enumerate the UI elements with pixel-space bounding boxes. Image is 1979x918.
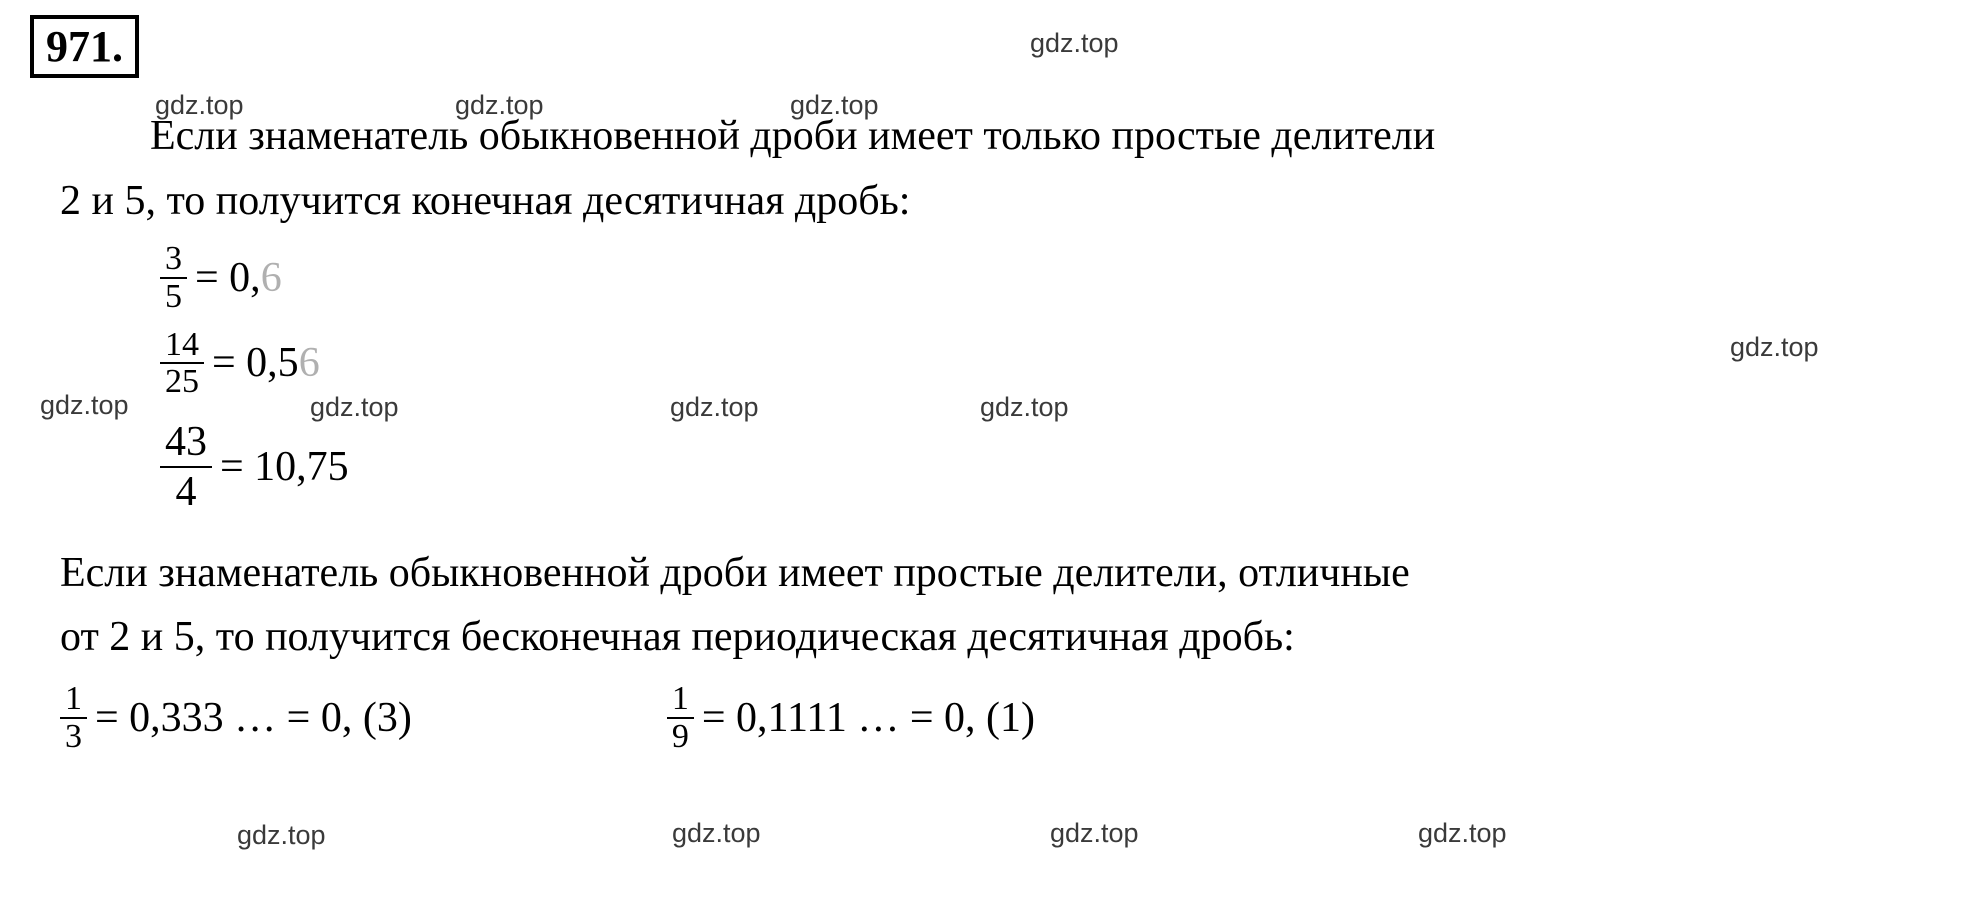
paragraph-line-2: 2 и 5, то получится конечная десятичная … [60,173,1949,230]
equation-result: = 0,6 [195,254,282,302]
problem-number: 971. [30,15,139,78]
watermark: gdz.top [1030,28,1119,59]
fraction-denominator: 25 [160,364,204,400]
watermark: gdz.top [670,392,759,423]
watermark: gdz.top [1730,332,1819,363]
paragraph-line-3: Если знаменатель обыкновенной дроби имее… [60,545,1949,602]
watermark: gdz.top [980,392,1069,423]
fraction-43-4: 43 4 [160,418,212,517]
watermark: gdz.top [237,820,326,851]
equation-group-2: 1 9 = 0,1111 … = 0, (1) [667,681,1035,754]
fraction-1-3: 1 3 [60,681,87,754]
equation-row-2: 14 25 = 0,56 [160,327,1949,400]
watermark: gdz.top [40,390,129,421]
fraction-1-9: 1 9 [667,681,694,754]
fraction-denominator: 3 [60,719,87,755]
fraction-14-25: 14 25 [160,327,204,400]
equation-row-3: 43 4 = 10,75 [160,418,1949,517]
fraction-numerator: 43 [160,418,212,468]
paragraph-line-4: от 2 и 5, то получится бесконечная перио… [60,609,1949,666]
equation-result: = 0,1111 … = 0, (1) [702,694,1035,742]
fraction-denominator: 5 [160,279,187,315]
watermark: gdz.top [672,818,761,849]
watermark: gdz.top [790,90,879,121]
equation-result: = 0,56 [212,339,320,387]
paragraph-line-1: Если знаменатель обыкновенной дроби имее… [100,108,1949,165]
watermark: gdz.top [1418,818,1507,849]
equation-group-1: 1 3 = 0,333 … = 0, (3) [60,681,412,754]
fraction-numerator: 14 [160,327,204,365]
equation-row-final: 1 3 = 0,333 … = 0, (3) 1 9 = 0,1111 … = … [60,681,1949,754]
fraction-denominator: 4 [171,468,202,516]
equation-result: = 0,333 … = 0, (3) [95,694,412,742]
watermark: gdz.top [155,90,244,121]
fraction-numerator: 3 [160,241,187,279]
watermark: gdz.top [455,90,544,121]
fraction-numerator: 1 [667,681,694,719]
watermark: gdz.top [1050,818,1139,849]
equation-result: = 10,75 [220,443,349,491]
fraction-denominator: 9 [667,719,694,755]
fraction-numerator: 1 [60,681,87,719]
fraction-3-5: 3 5 [160,241,187,314]
equation-row-1: 3 5 = 0,6 [160,241,1949,314]
watermark: gdz.top [310,392,399,423]
